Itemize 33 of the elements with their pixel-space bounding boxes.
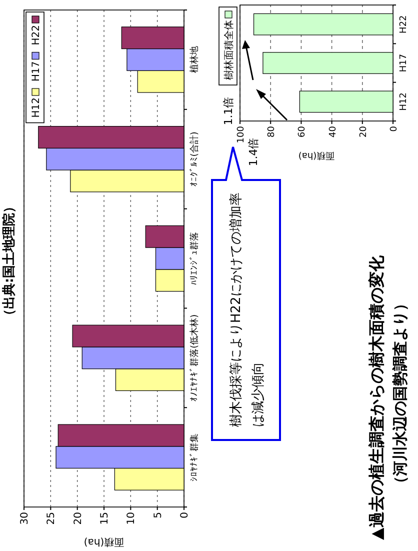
y-tick-label: ﾊﾘｴﾝｼﾞｭ群落 (189, 232, 200, 285)
text: 樹木伐採等によりH22にかけての増加率は減少傾向 (228, 192, 266, 427)
x-axis-title: 面積(ha) (298, 150, 335, 161)
y-tick-label: H22 (399, 15, 409, 34)
x-tick-label: 30 (20, 512, 30, 525)
y-tick-label: ｼﾛﾔﾅｷﾞ群集 (189, 433, 200, 482)
x-tick-label: 5 (152, 512, 164, 518)
y-tick-label: 植林地 (189, 46, 200, 74)
y-tick-label: ｵﾆｸﾞﾙﾐ(合計) (189, 132, 200, 187)
x-tick-label: 15 (100, 512, 110, 525)
x-tick-label: 0 (390, 126, 400, 132)
x-tick-label: 100 (236, 126, 246, 144)
legend: 樹林面積全体 (218, 6, 238, 86)
legend-label: H17 (31, 61, 42, 82)
legend-label: H12 (31, 98, 42, 118)
text: 1.4倍 (247, 138, 260, 166)
x-tick-label: 0 (180, 512, 190, 518)
x-tick-label: 25 (46, 512, 58, 525)
x-tick-label: 10 (126, 512, 138, 525)
text: （出典:国土地理院） (1, 200, 17, 322)
x-axis-title: 面積(ha) (84, 536, 124, 548)
text: 1.1倍 (222, 96, 235, 126)
text: （河川水辺の国勢調査より） (391, 296, 409, 491)
x-tick-label: 20 (72, 512, 84, 525)
x-tick-label: 20 (358, 126, 369, 138)
y-tick-label: ｵﾉｴﾔﾅｷﾞ群落(低木林) (189, 314, 200, 402)
x-tick-label: 60 (298, 126, 308, 138)
y-tick-label: H17 (399, 54, 409, 72)
text: ▲過去の植生調査からの樹木面積の変化 (367, 254, 386, 540)
legend-label: H22 (31, 25, 42, 46)
x-tick-label: 80 (267, 126, 278, 138)
y-tick-label: H12 (399, 92, 409, 111)
x-tick-label: 40 (328, 126, 338, 138)
